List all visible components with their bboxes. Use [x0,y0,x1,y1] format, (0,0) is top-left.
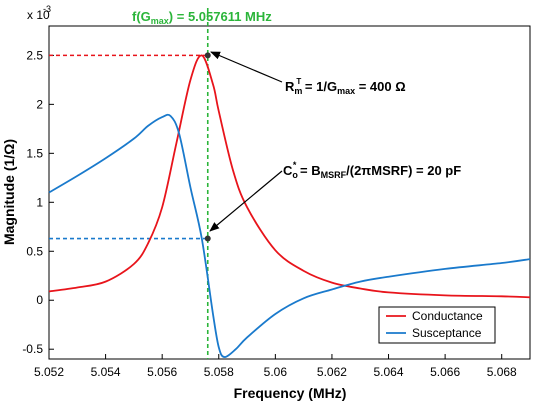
x-axis-label: Frequency (MHz) [234,385,347,401]
y-tick-label: 0.5 [26,244,43,258]
legend: Conductance Susceptance [378,306,496,344]
y-tick-label: -0.5 [22,342,43,356]
x-tick-label: 5.058 [204,365,234,379]
co-arrow [209,170,283,232]
plot-area [48,25,531,360]
series-line-conductance [48,54,531,299]
co-annotation: Co* = BMSRF/(2πMSRF) = 20 pF [283,160,461,180]
y-axis-label: Magnitude (1/Ω) [1,139,17,245]
y-tick-label: 1.5 [26,146,43,160]
legend-label-susceptance: Susceptance [412,326,482,340]
y-tick-label: 1 [36,195,43,209]
y-tick-label: 2 [36,97,43,111]
cap-point [204,235,211,242]
x-tick-label: 5.064 [374,365,404,379]
legend-label-conductance: Conductance [412,309,483,323]
x-tick-label: 5.052 [34,365,64,379]
rm-arrow [210,51,283,83]
series-lines [48,54,531,358]
gmax-point [204,52,211,59]
fmax-annotation: f(Gmax) = 5.057611 MHz [132,9,272,26]
x-tick-label: 5.054 [91,365,121,379]
series-line-susceptance [48,113,531,358]
y-tick-label: 2.5 [26,48,43,62]
x-tick-label: 5.062 [317,365,347,379]
x-axis-ticks: 5.052 5.054 5.056 5.058 5.06 5.062 5.064 5.066 5… [34,354,517,379]
point-markers [204,52,211,242]
x-tick-label: 5.056 [147,365,177,379]
legend-box [378,306,496,344]
rm-annotation: RmT = 1/Gmax = 400 Ω [285,77,406,96]
y-scale-base: x 10 [27,8,50,22]
y-tick-label: 0 [36,293,43,307]
x-tick-label: 5.068 [487,365,517,379]
y-scale-exponent: -3 [43,4,51,14]
y-axis-ticks: -0.5 0 0.5 1 1.5 2 2.5 [22,48,54,356]
x-tick-label: 5.06 [264,365,288,379]
x-tick-label: 5.066 [430,365,460,379]
